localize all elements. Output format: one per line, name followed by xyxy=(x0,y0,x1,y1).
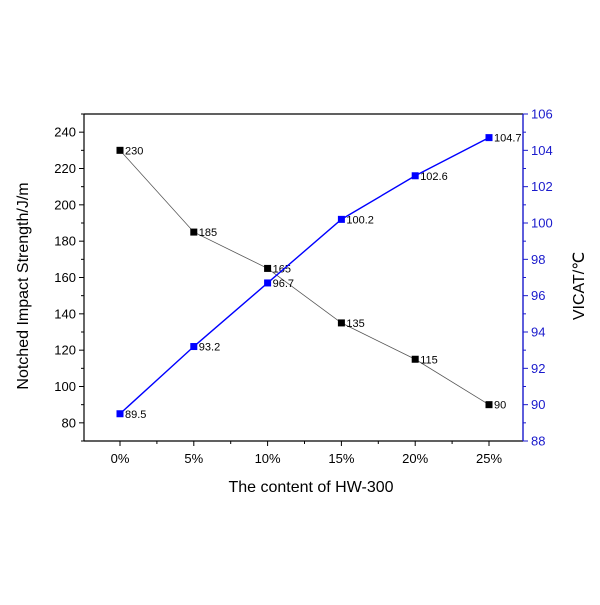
x-tick-label: 5% xyxy=(184,451,203,466)
x-tick-label: 15% xyxy=(328,451,354,466)
left-y-axis-title: Notched Impact Strength/J/m xyxy=(15,182,32,389)
data-point-marker xyxy=(190,343,198,351)
right-tick-label: 92 xyxy=(531,361,545,376)
right-tick-label: 100 xyxy=(531,216,553,231)
left-tick-label: 180 xyxy=(54,234,76,249)
vicat-series: 89.5 93.2 96.7 100.2 102.6 104.7 xyxy=(116,133,522,421)
x-tick-label: 0% xyxy=(111,451,130,466)
right-tick-label: 104 xyxy=(531,143,553,158)
left-tick-label: 100 xyxy=(54,379,76,394)
data-point-marker xyxy=(337,215,345,223)
left-tick-label: 120 xyxy=(54,343,76,358)
data-point-marker xyxy=(485,134,493,142)
data-point-marker xyxy=(337,319,345,327)
data-point-marker xyxy=(190,228,198,236)
data-label: 93.2 xyxy=(199,342,220,354)
x-axis-title: The content of HW-300 xyxy=(228,479,393,496)
right-tick-label: 90 xyxy=(531,397,545,412)
right-tick-label: 96 xyxy=(531,288,545,303)
left-y-axis: 80 100 120 140 160 180 200 220 240 xyxy=(54,113,84,442)
right-tick-label: 98 xyxy=(531,252,545,267)
data-point-marker xyxy=(264,264,272,272)
x-tick-label: 25% xyxy=(476,451,502,466)
right-tick-label: 94 xyxy=(531,325,545,340)
data-label: 115 xyxy=(420,354,438,366)
x-axis: 0% 5% 10% 15% 20% 25% xyxy=(111,441,502,466)
series-line xyxy=(119,136,490,415)
right-tick-label: 88 xyxy=(531,434,545,449)
right-y-axis: 88 90 92 94 96 98 100 102 104 106 xyxy=(523,107,553,449)
right-tick-label: 106 xyxy=(531,107,553,122)
data-point-marker xyxy=(411,355,419,363)
x-tick-label: 20% xyxy=(402,451,428,466)
data-label: 100.2 xyxy=(346,214,374,226)
data-label: 102.6 xyxy=(420,171,448,183)
series-line xyxy=(119,150,490,406)
data-point-marker xyxy=(411,172,419,180)
left-tick-label: 240 xyxy=(54,125,76,140)
data-point-marker xyxy=(116,146,124,154)
left-tick-label: 200 xyxy=(54,197,76,212)
series-layer: 2301851651351159089.593.296.7100.2102.61… xyxy=(116,133,522,421)
right-tick-label: 102 xyxy=(531,179,553,194)
plot-frame xyxy=(83,113,524,442)
data-point-marker xyxy=(264,279,272,287)
data-point-marker xyxy=(116,410,124,418)
data-label: 185 xyxy=(199,227,217,239)
data-label: 89.5 xyxy=(125,409,146,421)
x-tick-label: 10% xyxy=(255,451,281,466)
left-tick-label: 160 xyxy=(54,270,76,285)
right-y-axis-title: VICAT/℃ xyxy=(571,252,588,320)
data-label: 104.7 xyxy=(494,133,522,145)
data-label: 135 xyxy=(346,318,364,330)
data-label: 90 xyxy=(494,400,506,412)
data-label: 96.7 xyxy=(273,278,294,290)
left-tick-label: 220 xyxy=(54,161,76,176)
data-label: 230 xyxy=(125,145,143,157)
left-tick-label: 80 xyxy=(62,415,76,430)
left-tick-label: 140 xyxy=(54,306,76,321)
data-point-marker xyxy=(485,401,493,409)
